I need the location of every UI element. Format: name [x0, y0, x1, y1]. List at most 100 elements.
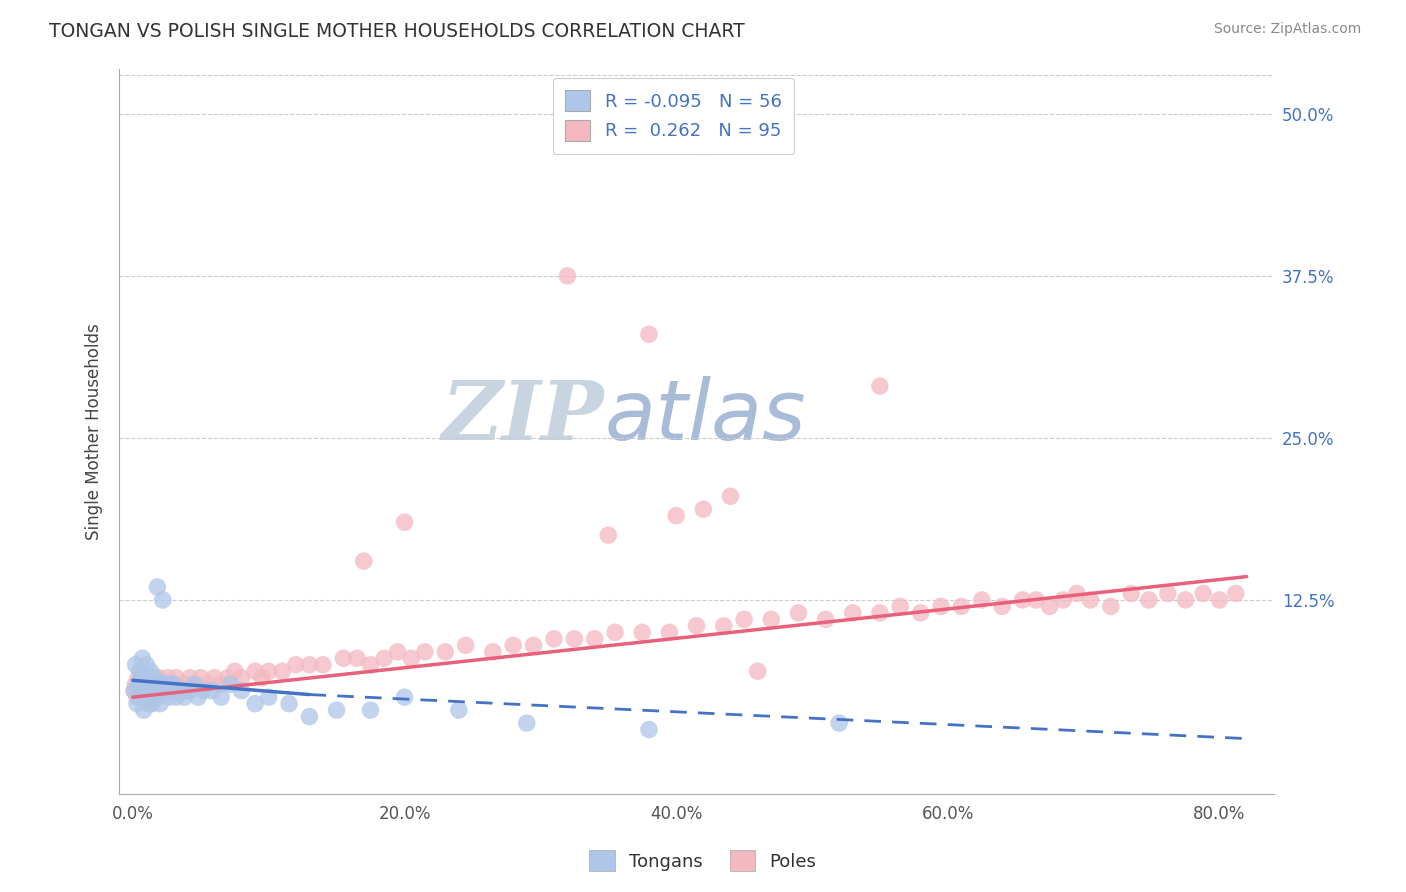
Point [173, 677, 195, 691]
Point [720, 489, 742, 503]
Point [152, 683, 174, 698]
Point [1208, 593, 1230, 607]
Point [257, 690, 280, 705]
Point [131, 671, 153, 685]
Point [1099, 599, 1122, 614]
Point [201, 683, 224, 698]
Point [360, 703, 382, 717]
Text: Source: ZipAtlas.com: Source: ZipAtlas.com [1213, 22, 1361, 37]
Point [991, 599, 1014, 614]
Point [138, 677, 160, 691]
Point [394, 515, 416, 529]
Point [162, 677, 184, 691]
Point [128, 690, 150, 705]
Point [557, 268, 579, 283]
Point [543, 632, 565, 646]
Point [631, 625, 654, 640]
Point [209, 677, 232, 691]
Point [127, 677, 149, 691]
Point [950, 599, 973, 614]
Point [257, 665, 280, 679]
Point [910, 606, 932, 620]
Point [271, 665, 294, 679]
Point [141, 697, 163, 711]
Point [394, 690, 416, 705]
Point [217, 671, 239, 685]
Point [142, 683, 165, 698]
Point [139, 697, 162, 711]
Point [1011, 593, 1033, 607]
Point [1137, 593, 1160, 607]
Point [150, 683, 173, 698]
Point [124, 677, 146, 691]
Point [122, 683, 145, 698]
Point [278, 697, 301, 711]
Point [692, 502, 714, 516]
Point [889, 599, 911, 614]
Legend: Tongans, Poles: Tongans, Poles [582, 843, 824, 879]
Point [243, 665, 266, 679]
Point [970, 593, 993, 607]
Point [1052, 593, 1074, 607]
Point [148, 671, 170, 685]
Point [134, 690, 156, 705]
Point [162, 677, 184, 691]
Point [312, 657, 335, 672]
Point [869, 379, 891, 393]
Point [138, 683, 160, 698]
Point [159, 690, 181, 705]
Point [243, 697, 266, 711]
Point [135, 690, 157, 705]
Point [148, 677, 170, 691]
Point [1025, 593, 1047, 607]
Point [143, 677, 166, 691]
Point [209, 690, 232, 705]
Point [814, 612, 837, 626]
Point [146, 683, 169, 698]
Point [165, 671, 187, 685]
Point [193, 683, 215, 698]
Point [413, 645, 436, 659]
Point [1157, 586, 1180, 600]
Point [136, 697, 159, 711]
Point [157, 677, 180, 691]
Point [447, 703, 470, 717]
Point [124, 657, 146, 672]
Y-axis label: Single Mother Households: Single Mother Households [86, 323, 103, 540]
Point [135, 671, 157, 685]
Point [733, 612, 755, 626]
Point [128, 665, 150, 679]
Point [165, 690, 187, 705]
Point [434, 645, 457, 659]
Point [173, 690, 195, 705]
Point [1121, 586, 1143, 600]
Point [167, 683, 190, 698]
Point [125, 690, 148, 705]
Point [761, 612, 783, 626]
Point [184, 677, 207, 691]
Point [183, 677, 205, 691]
Point [841, 606, 863, 620]
Point [353, 554, 375, 568]
Text: atlas: atlas [605, 376, 806, 458]
Point [131, 651, 153, 665]
Point [284, 657, 307, 672]
Point [346, 651, 368, 665]
Point [231, 683, 253, 698]
Point [146, 580, 169, 594]
Point [603, 625, 626, 640]
Text: TONGAN VS POLISH SINGLE MOTHER HOUSEHOLDS CORRELATION CHART: TONGAN VS POLISH SINGLE MOTHER HOUSEHOLD… [49, 22, 745, 41]
Point [298, 709, 321, 723]
Point [298, 657, 321, 672]
Point [160, 683, 183, 698]
Point [128, 683, 150, 698]
Point [1192, 586, 1215, 600]
Point [122, 683, 145, 698]
Point [692, 139, 714, 153]
Point [169, 683, 191, 698]
Point [129, 671, 152, 685]
Point [187, 690, 209, 705]
Point [155, 677, 177, 691]
Point [190, 671, 212, 685]
Point [583, 632, 606, 646]
